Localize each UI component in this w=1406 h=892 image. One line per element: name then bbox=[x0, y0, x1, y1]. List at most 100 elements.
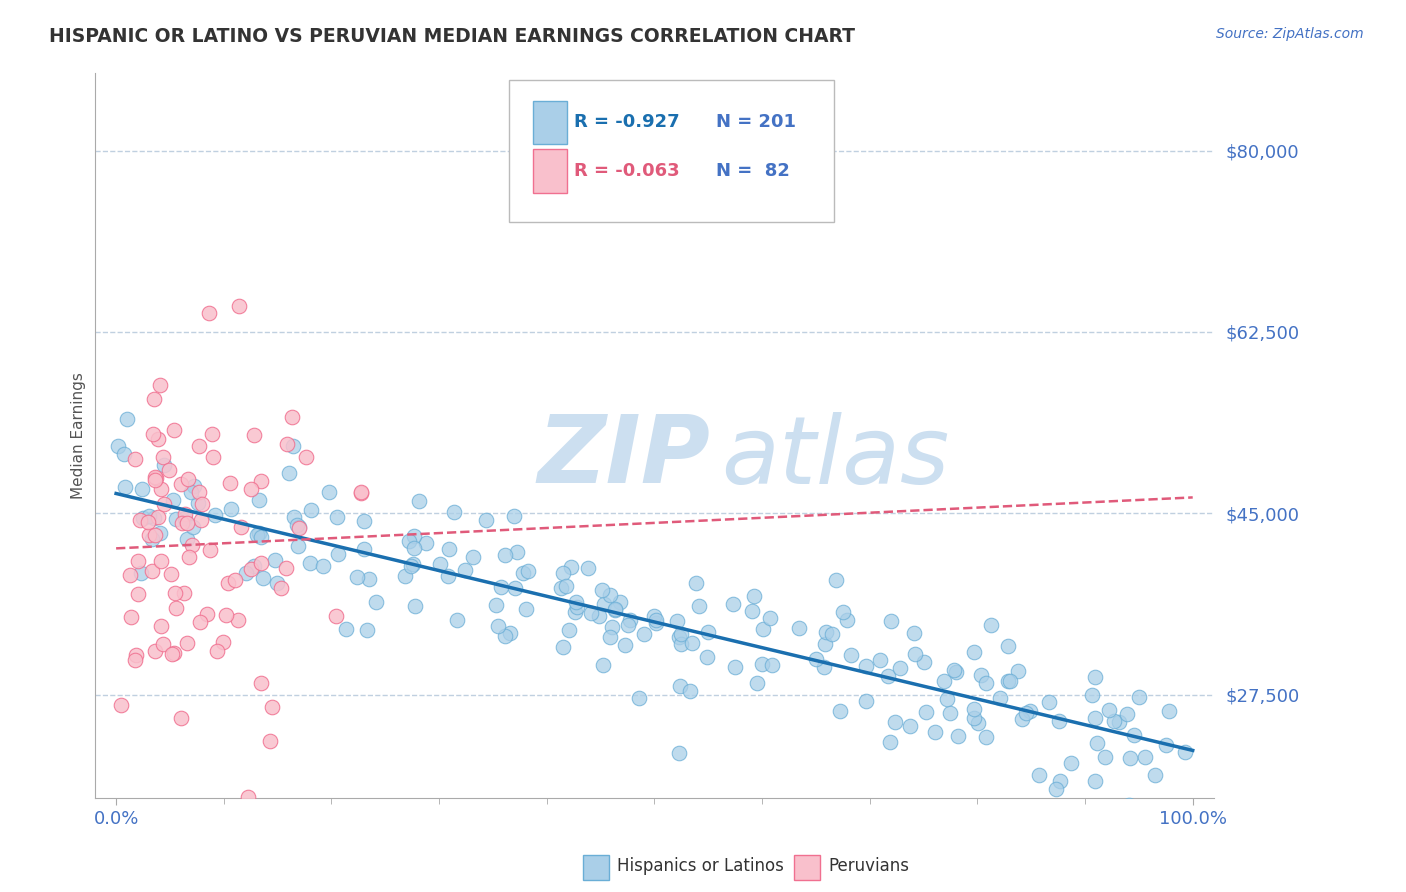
Bar bbox=[533, 101, 567, 144]
Point bbox=[114, 480, 136, 494]
Point bbox=[503, 509, 526, 524]
Point bbox=[486, 619, 509, 633]
Point bbox=[609, 595, 631, 609]
Point bbox=[904, 647, 927, 661]
Point bbox=[437, 569, 460, 583]
Point bbox=[1116, 706, 1139, 721]
Point bbox=[270, 581, 292, 595]
Point bbox=[263, 553, 285, 567]
Point bbox=[112, 447, 135, 461]
Point bbox=[262, 699, 284, 714]
Point bbox=[219, 476, 242, 491]
Point bbox=[787, 621, 810, 635]
Point bbox=[669, 627, 692, 641]
Point bbox=[1118, 797, 1140, 812]
Point bbox=[1038, 695, 1060, 709]
Text: Source: ZipAtlas.com: Source: ZipAtlas.com bbox=[1216, 27, 1364, 41]
Point bbox=[173, 510, 195, 524]
Point bbox=[830, 704, 852, 718]
Point bbox=[619, 613, 641, 627]
Point bbox=[287, 520, 309, 534]
Point bbox=[443, 505, 465, 519]
Point bbox=[1047, 714, 1070, 728]
Point bbox=[160, 647, 183, 661]
Point bbox=[1011, 712, 1033, 726]
Point bbox=[914, 706, 936, 720]
Point bbox=[1098, 703, 1121, 717]
Point bbox=[204, 508, 226, 522]
Point bbox=[120, 610, 142, 624]
Point bbox=[249, 556, 271, 570]
Point bbox=[599, 630, 621, 644]
Point bbox=[162, 646, 184, 660]
Point bbox=[346, 570, 368, 584]
Point bbox=[962, 645, 984, 659]
Point bbox=[613, 638, 636, 652]
Point bbox=[592, 597, 614, 611]
Point bbox=[997, 639, 1019, 653]
Point bbox=[564, 605, 586, 619]
Point bbox=[281, 409, 304, 424]
Point bbox=[224, 573, 246, 587]
Point bbox=[576, 560, 599, 574]
Point bbox=[560, 560, 582, 574]
Point bbox=[813, 660, 835, 674]
Point bbox=[138, 527, 160, 541]
Text: atlas: atlas bbox=[721, 412, 950, 503]
Point bbox=[127, 554, 149, 568]
Point bbox=[170, 477, 193, 491]
Point bbox=[238, 790, 260, 805]
Point bbox=[591, 583, 613, 598]
Point bbox=[190, 512, 212, 526]
Point bbox=[666, 614, 689, 628]
Point bbox=[724, 660, 747, 674]
Point bbox=[366, 594, 388, 608]
Point bbox=[1133, 749, 1156, 764]
Point bbox=[205, 644, 228, 658]
Point bbox=[202, 450, 225, 464]
Point bbox=[565, 594, 588, 608]
Text: HISPANIC OR LATINO VS PERUVIAN MEDIAN EARNINGS CORRELATION CHART: HISPANIC OR LATINO VS PERUVIAN MEDIAN EA… bbox=[49, 27, 855, 45]
Point bbox=[402, 557, 425, 571]
Point bbox=[855, 658, 877, 673]
Point bbox=[181, 520, 204, 534]
Point bbox=[814, 625, 837, 640]
Point bbox=[128, 513, 150, 527]
Point bbox=[177, 472, 200, 486]
Point bbox=[149, 553, 172, 567]
Point bbox=[592, 657, 614, 672]
Point bbox=[149, 378, 172, 392]
Point bbox=[617, 617, 640, 632]
Point bbox=[415, 536, 437, 550]
Point bbox=[157, 463, 180, 477]
Point bbox=[696, 650, 718, 665]
Point bbox=[980, 617, 1002, 632]
Text: N =  82: N = 82 bbox=[716, 161, 790, 180]
Point bbox=[259, 734, 281, 748]
Point bbox=[974, 675, 997, 690]
Point bbox=[110, 698, 132, 712]
Point bbox=[195, 607, 218, 621]
Point bbox=[404, 599, 426, 614]
Point bbox=[143, 473, 166, 487]
Point bbox=[146, 432, 169, 446]
Point bbox=[152, 637, 174, 651]
Point bbox=[152, 450, 174, 464]
Point bbox=[325, 609, 347, 624]
Point bbox=[235, 566, 257, 580]
Point bbox=[603, 602, 626, 616]
Point bbox=[1000, 673, 1022, 688]
Point bbox=[869, 653, 891, 667]
Point bbox=[603, 603, 626, 617]
Point bbox=[855, 694, 877, 708]
Point bbox=[350, 484, 373, 499]
Text: R = -0.927: R = -0.927 bbox=[574, 113, 679, 131]
Point bbox=[475, 513, 498, 527]
Point bbox=[138, 509, 160, 524]
Point bbox=[1084, 773, 1107, 788]
Point bbox=[751, 657, 773, 671]
Point bbox=[188, 439, 211, 453]
Point bbox=[226, 613, 249, 627]
Point bbox=[170, 710, 193, 724]
Point bbox=[120, 567, 142, 582]
